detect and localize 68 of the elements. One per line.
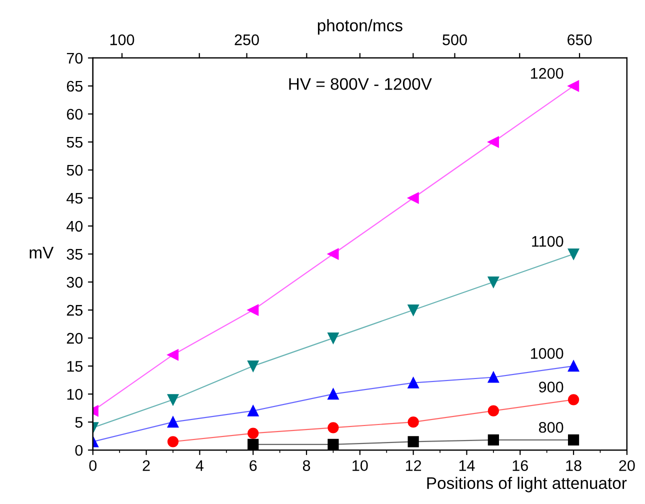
x-tick-label: 18	[566, 460, 582, 472]
y-tick-label: 0	[75, 444, 83, 456]
x-tick-label: 16	[512, 460, 528, 472]
x-tick-label: 4	[196, 460, 204, 471]
x-tick-label: 12	[406, 460, 422, 471]
point	[568, 80, 580, 92]
point	[167, 349, 179, 360]
series-label: 1200	[530, 68, 564, 79]
y-tick-label: 30	[66, 276, 83, 288]
point	[248, 360, 259, 372]
point	[568, 394, 580, 406]
point	[248, 304, 259, 316]
point	[488, 276, 499, 288]
point	[488, 405, 499, 416]
point	[408, 192, 419, 204]
x2-tick-label: 250	[234, 34, 259, 46]
point	[408, 377, 419, 388]
point	[488, 434, 499, 446]
point	[328, 422, 339, 434]
x-tick-label: 20	[619, 460, 635, 472]
point	[248, 428, 259, 439]
x-tick-label: 10	[352, 460, 368, 472]
point	[328, 332, 339, 344]
point	[328, 388, 339, 400]
point	[248, 405, 259, 416]
series-label: 800	[538, 422, 564, 433]
x2-tick-label: 100	[110, 34, 134, 46]
point	[248, 438, 259, 450]
point	[568, 248, 580, 260]
y-tick-label: 45	[66, 193, 83, 204]
x-tick-label: 6	[250, 460, 257, 472]
y-tick-label: 60	[66, 108, 83, 120]
x2-tick-label: 500	[442, 34, 467, 46]
x-tick-label: 0	[89, 460, 97, 472]
x-tick-label: 2	[142, 460, 150, 471]
y-tick-label: 70	[66, 52, 83, 64]
point	[167, 416, 179, 428]
series-label: 900	[539, 382, 564, 392]
point	[167, 394, 179, 406]
annotation: HV = 800V - 1200V	[289, 78, 432, 90]
x-axis-title: Positions of light attenuator	[427, 476, 627, 492]
y-tick-label: 35	[66, 248, 83, 260]
point	[167, 436, 179, 448]
y-axis-title: mV	[30, 246, 54, 258]
x2-tick-label: 650	[568, 34, 592, 46]
point	[568, 360, 580, 372]
y-tick-label: 40	[66, 220, 83, 232]
x2-axis-title: photon/mcs	[318, 19, 402, 35]
point	[408, 436, 419, 448]
point	[328, 438, 339, 450]
point	[328, 248, 339, 260]
y-tick-label: 10	[67, 388, 83, 400]
y-tick-label: 25	[66, 304, 83, 316]
point	[488, 372, 499, 383]
y-tick-label: 55	[66, 137, 83, 148]
point	[488, 136, 499, 148]
point	[408, 304, 419, 316]
point	[568, 434, 580, 446]
point	[408, 416, 419, 428]
series-label: 1000	[530, 348, 564, 359]
y-tick-label: 5	[75, 417, 83, 428]
y-tick-label: 50	[66, 164, 83, 176]
series-label: 1100	[532, 236, 564, 247]
y-tick-label: 20	[66, 332, 83, 344]
x-tick-label: 8	[302, 460, 310, 472]
y-tick-label: 15	[67, 361, 83, 372]
x-tick-label: 14	[459, 460, 475, 471]
y-tick-label: 65	[66, 80, 83, 92]
